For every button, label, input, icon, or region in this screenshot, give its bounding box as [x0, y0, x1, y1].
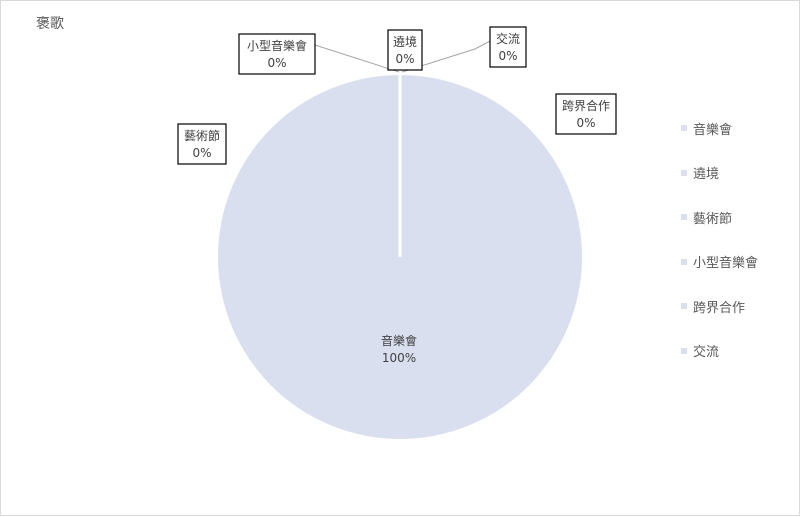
data-label: 音樂會 100% — [381, 333, 417, 365]
pie-slices — [218, 75, 582, 439]
legend-item: 小型音樂會 — [681, 251, 791, 273]
data-label-value: 0% — [192, 146, 211, 160]
legend-label: 交流 — [693, 345, 720, 360]
legend-label: 小型音樂會 — [693, 256, 759, 271]
data-label-value: 100% — [382, 351, 416, 365]
data-label-value: 0% — [395, 52, 414, 66]
data-label-category: 遶境 — [393, 34, 417, 49]
legend-label: 跨界合作 — [693, 300, 746, 316]
data-label: 遶境 0% — [387, 29, 423, 71]
leader-line — [401, 40, 491, 73]
data-label-category: 音樂會 — [381, 333, 417, 348]
legend: 音樂會 遶境 藝術節 小型音樂會 跨界合作 交流 — [681, 117, 791, 384]
legend-label: 藝術節 — [693, 211, 733, 227]
data-label-box — [238, 33, 316, 75]
data-label-value: 0% — [498, 49, 517, 63]
legend-swatch — [681, 303, 687, 309]
legend-item: 交流 — [681, 340, 791, 362]
legend-swatch — [681, 169, 687, 176]
leader-lines — [314, 40, 491, 73]
data-label-category: 小型音樂會 — [247, 38, 307, 53]
data-label: 藝術節 0% — [177, 123, 227, 165]
legend-item: 遶境 — [681, 162, 791, 184]
data-label-box — [387, 29, 423, 71]
legend-item: 音樂會 — [681, 117, 791, 139]
data-label-category: 交流 — [496, 31, 520, 46]
data-label-box — [177, 123, 227, 165]
data-label-box — [489, 26, 527, 68]
legend-swatch — [681, 125, 687, 131]
legend-label: 音樂會 — [693, 122, 733, 138]
data-labels: 音樂會 100% 遶境 0% 藝術節 0% 小型音樂會 0% 跨界合作 0% 交流 0% — [177, 26, 617, 365]
legend-label: 遶境 — [693, 167, 720, 182]
data-label: 跨界合作 0% — [555, 93, 617, 135]
data-label-value: 0% — [576, 116, 595, 130]
leader-line — [314, 44, 400, 73]
legend-swatch — [681, 214, 687, 220]
legend-swatch — [681, 347, 687, 354]
chart-title: 褒歌 — [36, 16, 64, 32]
legend-swatch — [681, 258, 687, 265]
data-label: 交流 0% — [489, 26, 527, 68]
data-label-category: 藝術節 — [184, 128, 220, 143]
data-label-value: 0% — [267, 56, 286, 70]
legend-item: 藝術節 — [681, 206, 791, 228]
data-label: 小型音樂會 0% — [238, 33, 316, 75]
legend-item: 跨界合作 — [681, 295, 791, 317]
data-label-category: 跨界合作 — [562, 98, 610, 113]
data-label-box — [555, 93, 617, 135]
